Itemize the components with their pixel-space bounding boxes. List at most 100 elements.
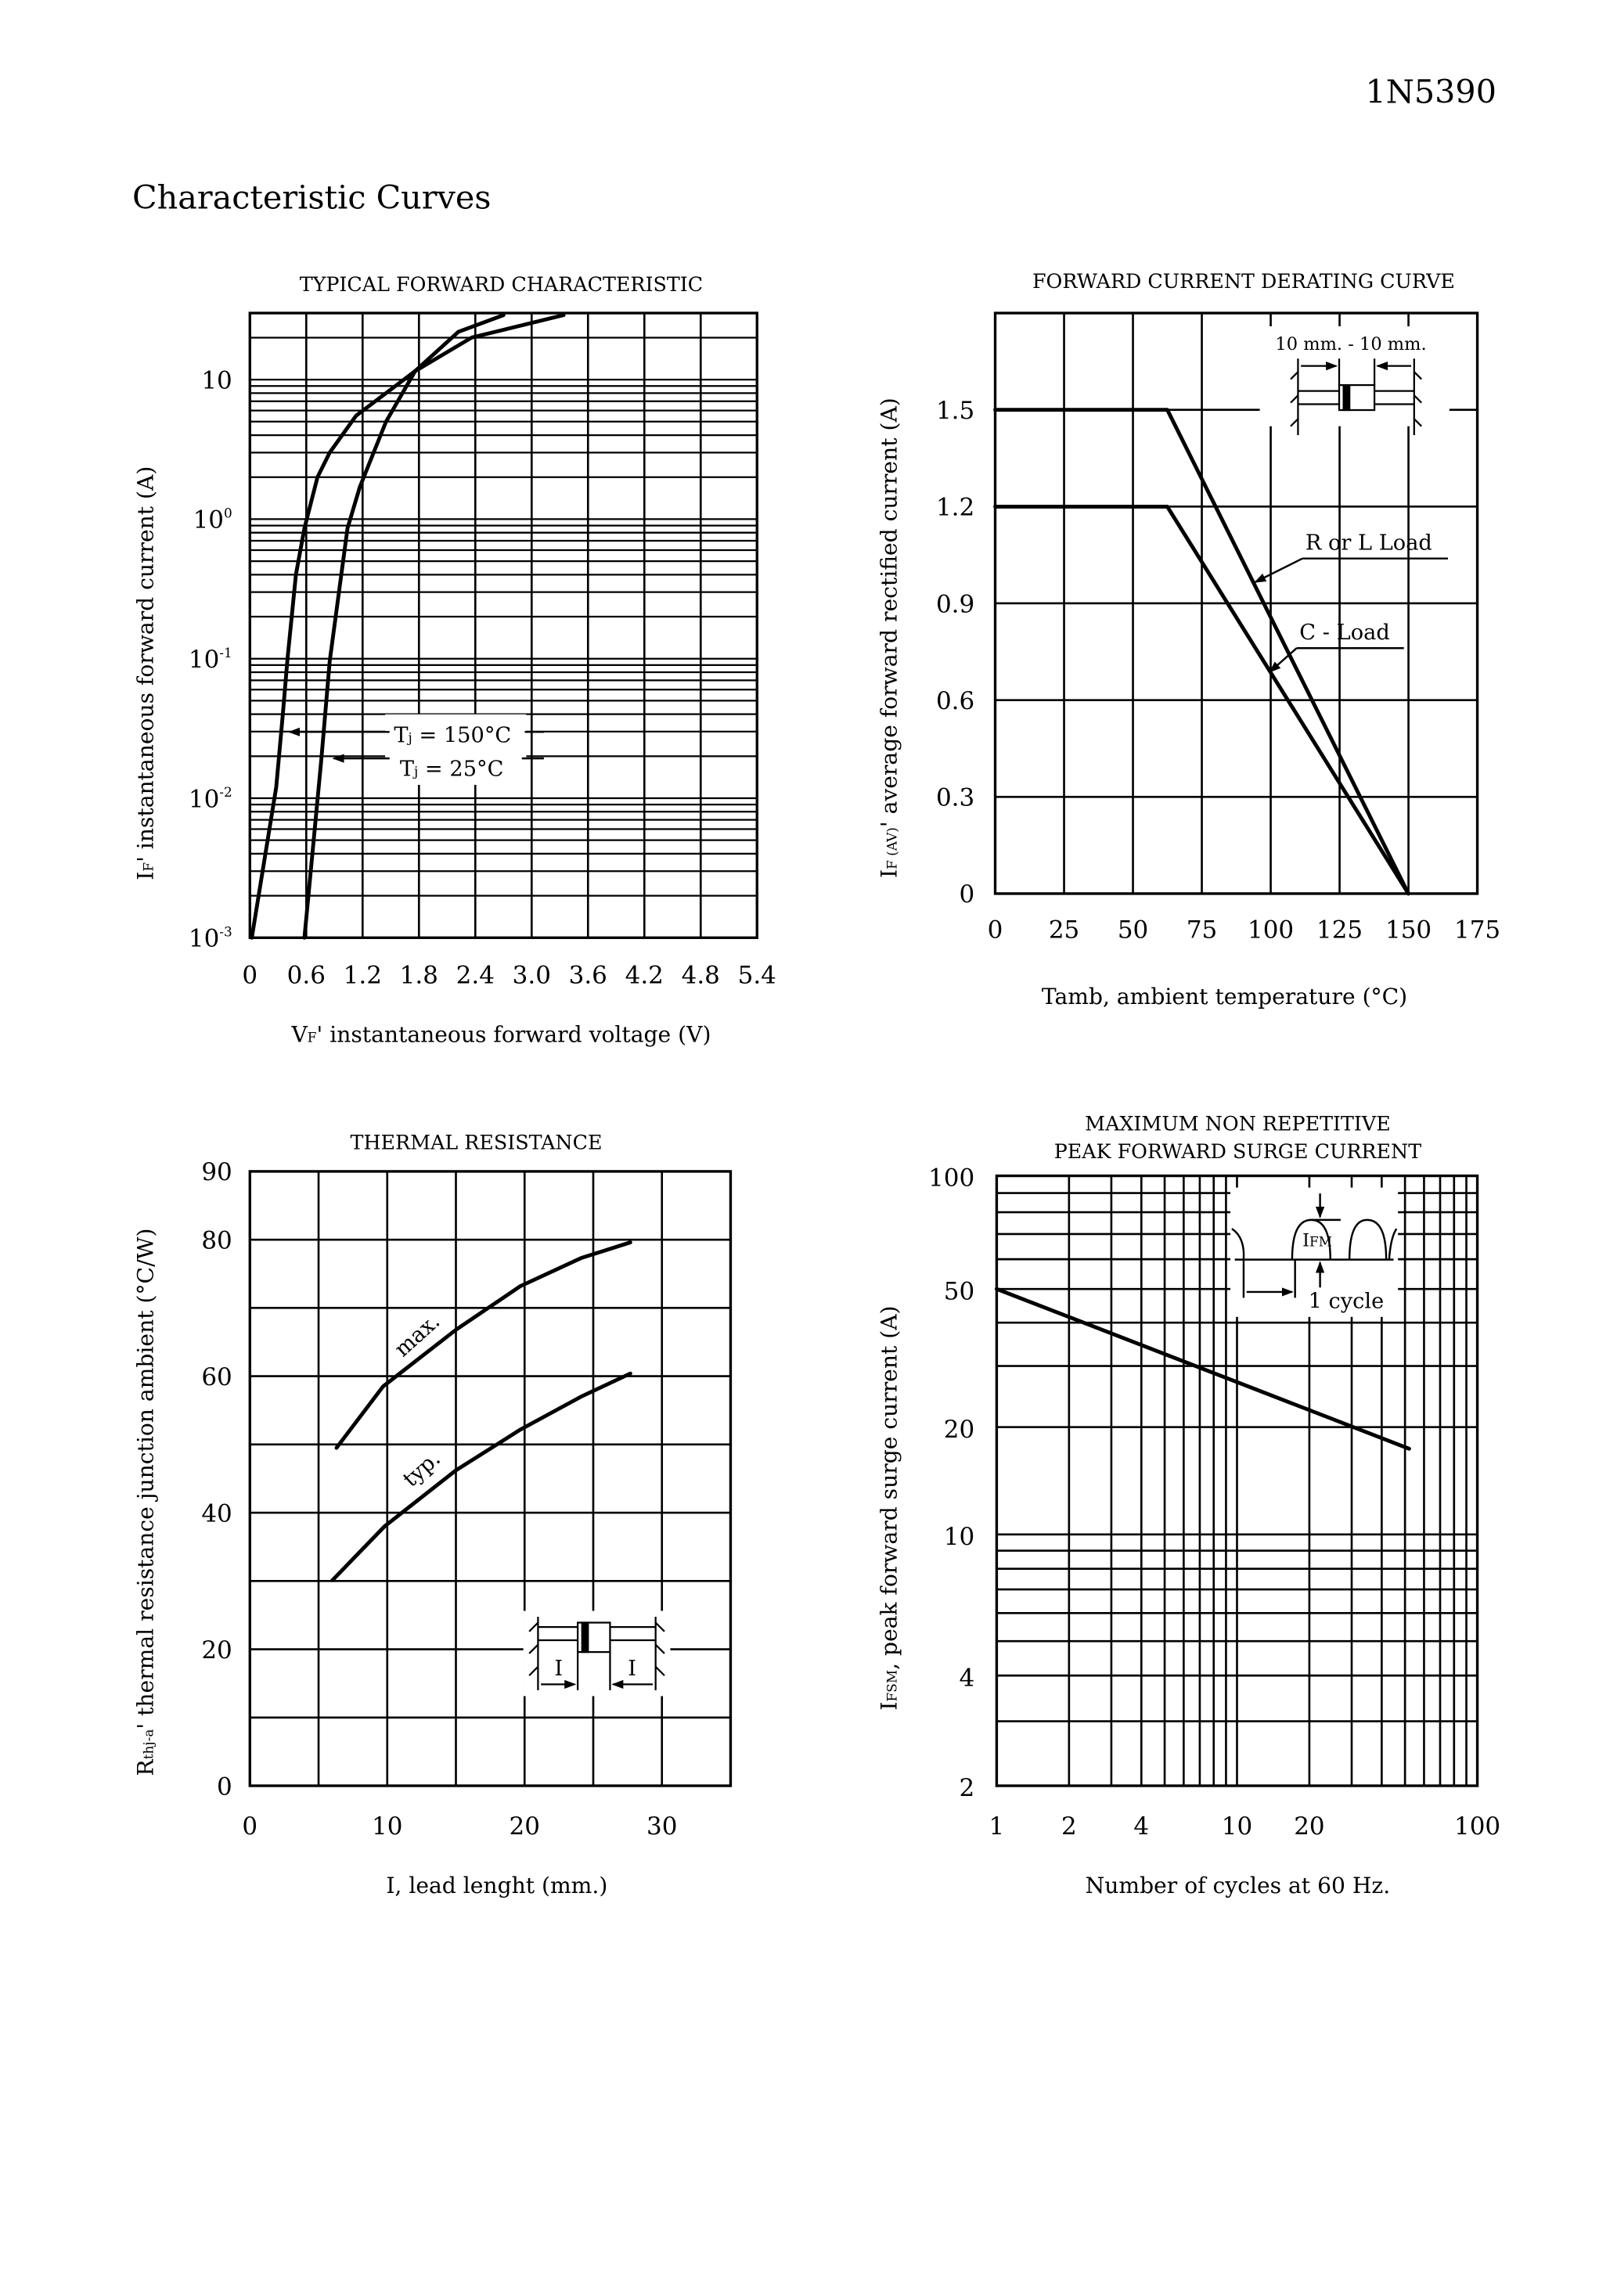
- chart2-y-axis-label: IF (AV)' average forward rectified curre…: [877, 398, 902, 878]
- chart4-title-line2: PEAK FORWARD SURGE CURRENT: [1054, 1139, 1421, 1163]
- y-tick-label: 0.3: [936, 784, 974, 812]
- chart1-title: TYPICAL FORWARD CHARACTERISTIC: [300, 272, 703, 296]
- chart1-x-axis-label: VF' instantaneous forward voltage (V): [290, 1022, 711, 1048]
- y-tick-label: 20: [201, 1636, 232, 1664]
- x-tick-label: 30: [646, 1812, 677, 1841]
- tick-base: 10: [189, 925, 219, 953]
- c-load-arrow: [1269, 647, 1298, 673]
- one-cycle-label: 1 cycle: [1309, 1290, 1385, 1314]
- x-tick-label: 10: [372, 1812, 402, 1841]
- y-tick-label: 10: [201, 366, 232, 394]
- chart4-title-line1: MAXIMUM NON REPETITIVE: [1085, 1111, 1391, 1135]
- chart3-y-axis-label: Rthj-a' thermal resistance junction ambi…: [132, 1229, 158, 1776]
- y-tick-label: 10-3: [189, 923, 232, 952]
- x-tick-label: 2.4: [456, 962, 495, 990]
- y-tick-label: 2: [960, 1774, 975, 1802]
- x-tick-label: 1: [989, 1812, 1005, 1841]
- series-line-r-or-l-load: [993, 408, 1410, 896]
- x-tick-label: 150: [1385, 916, 1432, 944]
- tick-base: 10: [189, 785, 219, 813]
- x-tick-label: 20: [510, 1812, 540, 1841]
- label-text: = 150°C: [412, 723, 512, 747]
- lead-length-symbol-left: I: [554, 1657, 563, 1681]
- chart1-series-labels: Tj = 150°C Tj = 25°C: [288, 723, 544, 782]
- x-tick-label: 10: [1222, 1812, 1252, 1841]
- x-tick-label: 0.6: [287, 962, 326, 990]
- chart3-plot-area: 0 10 20 30 90 80 60 40 20 0: [201, 1158, 733, 1841]
- x-tick-label: 1.2: [344, 962, 382, 990]
- y-label-subscript: F (AV): [884, 827, 900, 869]
- series-line-typ: [330, 1371, 632, 1582]
- series-line-surge-current: [994, 1287, 1411, 1451]
- c-load-label: C - Load: [1299, 621, 1389, 645]
- y-tick-label: 50: [944, 1277, 974, 1305]
- series-line-tj25: [302, 313, 506, 940]
- y-tick-label: 4: [960, 1664, 975, 1692]
- y-label-symbol: I: [877, 1701, 902, 1710]
- x-tick-label: 2: [1061, 1812, 1077, 1841]
- y-tick-label: 0.6: [936, 687, 974, 715]
- y-tick-label: 100: [928, 1164, 974, 1193]
- x-label-subscript: F: [308, 1030, 317, 1045]
- tick-base: 10: [201, 366, 232, 394]
- chart2-x-axis-label: Tamb, ambient temperature (°C): [1042, 984, 1407, 1009]
- x-tick-label: 5.4: [738, 962, 776, 990]
- y-tick-label: 10-1: [189, 645, 232, 674]
- y-tick-label: 20: [944, 1416, 974, 1444]
- chart3-x-axis-label: I, lead lenght (mm.): [386, 1873, 607, 1898]
- label-subscript: j: [407, 729, 412, 745]
- y-label-symbol: R: [132, 1758, 158, 1776]
- lead-length-diagram: I I: [523, 1610, 671, 1697]
- chart1-y-axis-label: IF' instantaneous forward current (A): [132, 466, 158, 880]
- x-tick-label: 25: [1049, 916, 1079, 944]
- series-line-c-load: [993, 504, 1410, 896]
- y-tick-label: 0: [217, 1772, 232, 1801]
- plot-frame: [995, 1174, 1479, 1787]
- x-tick-label: 175: [1454, 916, 1500, 944]
- y-tick-label: 40: [201, 1499, 232, 1528]
- plot-frame: [993, 311, 1479, 895]
- x-tick-label: 3.6: [569, 962, 607, 990]
- tick-exponent: -2: [219, 784, 232, 800]
- tick-exponent: -1: [219, 645, 232, 660]
- x-tick-label: 4: [1133, 1812, 1149, 1841]
- lead-length-label: 10 mm. - 10 mm.: [1275, 334, 1426, 354]
- y-tick-label: 1.2: [936, 494, 974, 522]
- tick-exponent: -3: [219, 923, 232, 939]
- y-label-text: , peak forward surge current (A): [877, 1305, 902, 1669]
- r-or-l-load-label: R or L Load: [1305, 531, 1432, 555]
- x-tick-label: 3.0: [513, 962, 551, 990]
- y-label-symbol: I: [877, 869, 902, 878]
- x-tick-label: 4.8: [682, 962, 720, 990]
- chart3-title: THERMAL RESISTANCE: [351, 1131, 603, 1154]
- tick-base: 10: [189, 646, 219, 674]
- tick-exponent: 0: [224, 506, 232, 521]
- x-tick-label: 1.8: [400, 962, 438, 990]
- x-tick-label: 125: [1316, 916, 1363, 944]
- chart4-x-axis-label: Number of cycles at 60 Hz.: [1086, 1873, 1391, 1898]
- chart2-plot-area: 0 25 50 75 100 125 150 175 1.5 1.2 0.9 0.6 0.3 0: [936, 311, 1500, 944]
- y-tick-label: 0: [960, 880, 975, 909]
- chart4-y-axis-label: IFSM, peak forward surge current (A): [877, 1305, 902, 1710]
- x-tick-label: 100: [1248, 916, 1294, 944]
- y-tick-label: 10: [944, 1523, 974, 1551]
- y-label-symbol: I: [132, 872, 158, 880]
- tick-base: 10: [193, 506, 224, 534]
- ifm-symbol: I: [1302, 1231, 1309, 1251]
- x-tick-label: 0: [242, 962, 257, 990]
- plot-frame: [248, 1170, 733, 1787]
- x-tick-label: 0: [242, 1812, 257, 1841]
- series-line-max: [334, 1240, 632, 1450]
- max-curve-label: max.: [390, 1309, 445, 1362]
- surge-waveform-diagram: IFM 1 cycle: [1230, 1187, 1399, 1317]
- chart2-title: FORWARD CURRENT DERATING CURVE: [1032, 269, 1455, 293]
- x-label-text: ' instantaneous forward voltage (V): [317, 1022, 711, 1048]
- tj25-label: Tj = 25°C: [400, 758, 504, 782]
- y-tick-label: 1.5: [936, 397, 974, 425]
- x-tick-label: 75: [1187, 916, 1217, 944]
- x-tick-label: 50: [1118, 916, 1148, 944]
- y-tick-label: 10-2: [189, 784, 232, 813]
- diode-mounting-diagram: 10 mm. - 10 mm.: [1259, 326, 1450, 435]
- x-label-symbol: V: [290, 1022, 308, 1048]
